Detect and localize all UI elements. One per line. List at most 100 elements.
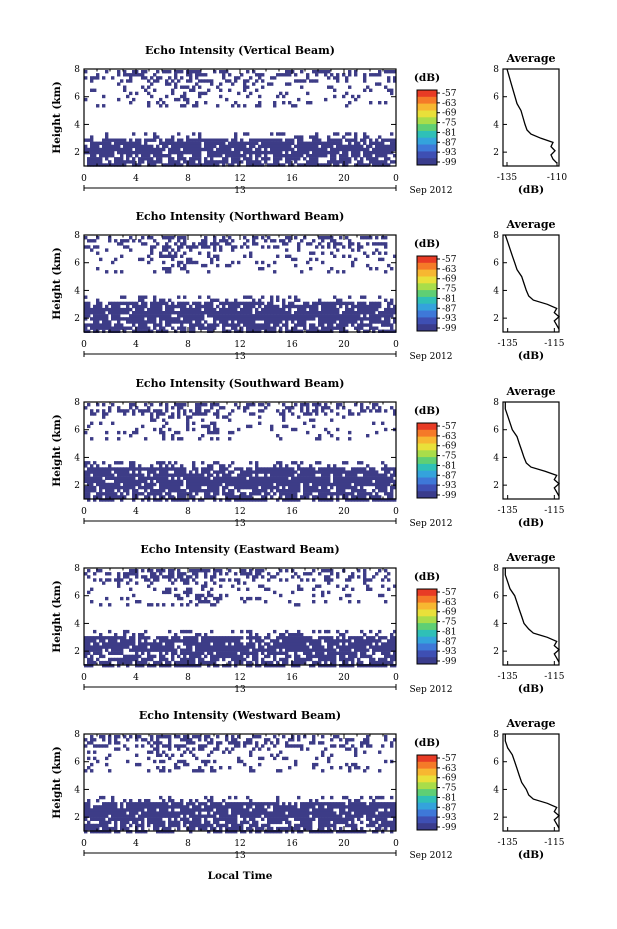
echo-cell: [345, 138, 349, 142]
echo-cell: [336, 639, 340, 643]
echo-cell: [102, 323, 106, 327]
echo-cell: [144, 304, 148, 309]
panel-title: Echo Intensity (Northward Beam): [136, 210, 345, 223]
echo-cell: [198, 657, 202, 662]
echo-cell: [291, 138, 295, 142]
echo-cell: [303, 476, 307, 480]
colorbar-tick-label: -87: [442, 138, 457, 148]
echo-cell: [372, 160, 376, 164]
echo-cell: [192, 495, 196, 499]
echo-cell: [387, 70, 391, 74]
echo-cell: [381, 593, 385, 598]
echo-cell: [330, 323, 334, 327]
echo-cell: [339, 467, 343, 471]
echo-cell: [330, 157, 334, 161]
echo-cell: [336, 489, 340, 493]
echo-cell: [294, 489, 298, 493]
echo-cell: [282, 242, 286, 246]
echo-cell: [252, 470, 256, 474]
echo-cell: [282, 642, 286, 646]
echo-cell: [222, 651, 226, 655]
echo-cell: [87, 467, 91, 471]
echo-cell: [336, 147, 340, 152]
echo-cell: [159, 304, 163, 309]
echo-cell: [270, 651, 274, 655]
echo-cell: [228, 495, 232, 499]
echo-cell: [174, 242, 178, 246]
echo-cell: [219, 648, 223, 652]
echo-cell: [204, 660, 208, 665]
echo-cell: [330, 648, 334, 652]
echo-cell: [339, 633, 343, 637]
echo-cell: [390, 664, 394, 668]
echo-cell: [123, 412, 127, 416]
echo-cell: [237, 314, 241, 318]
echo-cell: [324, 314, 328, 318]
echo-cell: [306, 495, 310, 499]
echo-cell: [180, 144, 184, 149]
echo-cell: [297, 603, 301, 607]
echo-cell: [315, 651, 319, 655]
echo-cell: [228, 141, 232, 145]
echo-cell: [345, 317, 349, 321]
echo-cell: [366, 587, 370, 591]
echo-cell: [384, 101, 388, 105]
echo-cell: [324, 600, 328, 604]
echo-cell: [324, 163, 328, 167]
echo-cell: [228, 489, 232, 493]
echo-cell: [294, 317, 298, 321]
echo-cell: [207, 489, 211, 493]
echo-cell: [291, 301, 295, 306]
echo-cell: [375, 633, 379, 637]
echo-cell: [345, 104, 349, 108]
echo-cell: [258, 101, 262, 105]
echo-cell: [339, 648, 343, 652]
echo-cell: [273, 629, 277, 634]
echo-cell: [129, 639, 133, 643]
echo-cell: [249, 304, 253, 309]
echo-cell: [90, 144, 94, 149]
echo-cell: [360, 147, 364, 152]
echo-cell: [117, 657, 121, 662]
echo-cell: [195, 320, 199, 324]
echo-cell: [201, 657, 205, 662]
echo-cell: [162, 163, 166, 167]
echo-cell: [132, 633, 136, 637]
colorbar-swatch: [417, 290, 437, 298]
echo-cell: [138, 138, 142, 142]
echo-cell: [129, 301, 133, 306]
echo-cell: [117, 147, 121, 152]
echo-cell: [312, 648, 316, 652]
echo-cell: [96, 409, 100, 413]
echo-cell: [354, 311, 358, 315]
echo-cell: [168, 569, 172, 573]
echo-cell: [207, 495, 211, 499]
echo-cell: [123, 73, 127, 77]
echo-cell: [231, 495, 235, 499]
echo-cell: [129, 91, 133, 96]
echo-cell: [222, 157, 226, 161]
echo-cell: [165, 141, 169, 145]
echo-cell: [252, 482, 256, 487]
echo-cell: [120, 270, 124, 274]
echo-cell: [345, 79, 349, 83]
echo-cell: [135, 581, 139, 585]
echo-cell: [132, 648, 136, 652]
echo-cell: [378, 648, 382, 652]
echo-cell: [87, 160, 91, 164]
echo-cell: [207, 270, 211, 274]
echo-cell: [297, 642, 301, 646]
echo-cell: [381, 578, 385, 582]
echo-cell: [150, 82, 154, 86]
echo-cell: [285, 141, 289, 145]
echo-cell: [96, 150, 100, 155]
echo-cell: [108, 629, 112, 634]
echo-cell: [309, 147, 313, 152]
echo-cell: [213, 320, 217, 324]
echo-cell: [393, 664, 397, 668]
echo-cell: [300, 311, 304, 315]
echo-cell: [219, 498, 223, 502]
echo-cell: [369, 482, 373, 487]
echo-cell: [147, 157, 151, 161]
echo-cell: [345, 320, 349, 324]
